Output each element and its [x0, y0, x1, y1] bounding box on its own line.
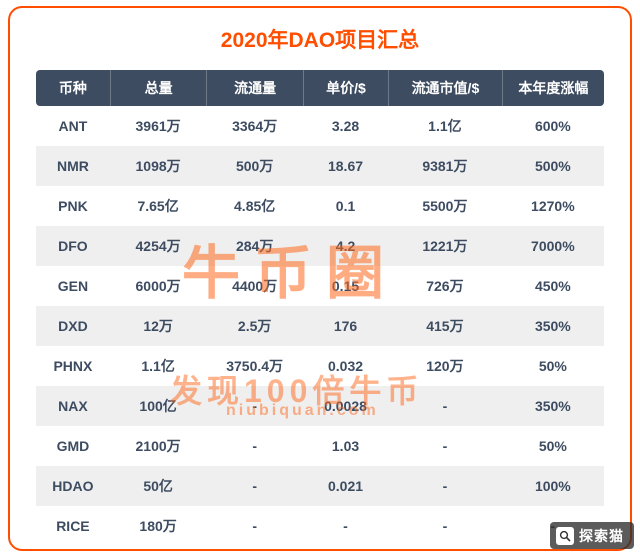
cell-value: 4254万: [109, 226, 207, 266]
cell-value: 5500万: [422, 198, 468, 214]
cell-value: 0.032: [327, 358, 364, 374]
cell-value: 6000万: [135, 278, 181, 294]
cell-value: 0.021: [302, 466, 389, 506]
cell-value: -: [252, 518, 257, 534]
cell-value: 1270%: [531, 198, 575, 214]
table-row: HDAO 50亿 -0.021-100%: [36, 466, 604, 506]
cell-value: 3750.4万: [226, 358, 284, 374]
cell-value: -: [206, 386, 303, 426]
coin-symbol: RICE: [56, 518, 90, 534]
cell-value: 3.28: [331, 118, 360, 134]
table-row: GEN 6000万 4400万 0.15 726万 450%: [36, 266, 604, 306]
column-header-2: 流通量: [206, 70, 303, 106]
cell-value: 4400万: [232, 278, 278, 294]
coin-symbol: GEN: [57, 278, 89, 294]
cell-value: -: [206, 466, 303, 506]
cell-value: 1.03: [331, 438, 360, 454]
cell-value: 50%: [538, 358, 567, 374]
column-header-0: 币种: [36, 70, 110, 106]
cell-value: 284万: [206, 226, 303, 266]
cell-value: 100亿: [109, 386, 207, 426]
cell-value: 3961万: [135, 118, 181, 134]
cell-value: 500%: [501, 146, 604, 186]
cell-value: -: [343, 518, 348, 534]
cell-value: 726万: [426, 278, 464, 294]
cell-value: -: [388, 386, 502, 426]
coin-symbol: PNK: [58, 198, 88, 214]
cell-value: 415万: [388, 306, 502, 346]
cell-value: 2.5万: [206, 306, 303, 346]
cell-value: -: [388, 466, 502, 506]
summary-card: 2020年DAO项目汇总 币种 总量 流通量 单价/$ 流通市值/$ 本年度涨幅 ANT 3…: [8, 6, 632, 551]
cell-value: 50%: [538, 438, 567, 454]
cell-value: 1.1亿: [141, 358, 175, 374]
cell-value: 3364万: [232, 118, 278, 134]
cell-value: 500万: [206, 146, 303, 186]
cell-value: 0.15: [331, 278, 360, 294]
cell-value: 7.65亿: [137, 198, 179, 214]
publisher-badge: 探索猫: [550, 522, 634, 549]
cell-value: 350%: [501, 306, 604, 346]
table-row: NMR 1098万 500万 18.67 9381万 500%: [36, 146, 604, 186]
cell-value: 0.1: [335, 198, 356, 214]
table-row: PHNX 1.1亿 3750.4万 0.032 120万 50%: [36, 346, 604, 386]
column-header-5: 本年度涨幅: [501, 70, 604, 106]
cell-value: 4.85亿: [234, 198, 276, 214]
cell-value: 180万: [139, 518, 177, 534]
coin-symbol: ANT: [58, 118, 88, 134]
cell-value: 1098万: [109, 146, 207, 186]
cell-value: 50亿: [109, 466, 207, 506]
dao-projects-table: 币种 总量 流通量 单价/$ 流通市值/$ 本年度涨幅 ANT 3961万 3364万 3.28…: [36, 70, 604, 546]
cell-value: 2100万: [135, 438, 181, 454]
magnifier-cat-icon: [556, 526, 574, 545]
page-title: 2020年DAO项目汇总: [220, 29, 420, 52]
cell-value: -: [442, 438, 448, 454]
column-header-3: 单价/$: [302, 70, 389, 106]
column-header-1: 总量: [109, 70, 207, 106]
cell-value: 9381万: [388, 146, 502, 186]
publisher-name: 探索猫: [579, 527, 624, 544]
cell-value: 176: [302, 306, 389, 346]
coin-symbol: DXD: [36, 306, 110, 346]
coin-symbol: GMD: [56, 438, 90, 454]
coin-symbol: NAX: [36, 386, 110, 426]
table-row: DXD 12万 2.5万 176 415万 350%: [36, 306, 604, 346]
cell-value: 600%: [534, 118, 571, 134]
cell-value: 7000%: [501, 226, 604, 266]
table-row: PNK 7.65亿 4.85亿 0.1 5500万 1270%: [36, 186, 604, 226]
cell-value: -: [442, 518, 448, 534]
cell-value: 120万: [426, 358, 464, 374]
cell-value: 0.0028: [302, 386, 389, 426]
cell-value: 18.67: [302, 146, 389, 186]
column-header-4: 流通市值/$: [388, 70, 502, 106]
cell-value: 12万: [109, 306, 207, 346]
table-body: ANT 3961万 3364万 3.28 1.1亿 600% NMR 1098万 500万 18.…: [36, 106, 604, 546]
cell-value: 1.1亿: [428, 118, 462, 134]
cell-value: 1221万: [388, 226, 502, 266]
cell-value: 350%: [501, 386, 604, 426]
table-row: DFO 4254万 284万 4.2 1221万 7000%: [36, 226, 604, 266]
cell-value: 450%: [534, 278, 571, 294]
coin-symbol: DFO: [36, 226, 110, 266]
coin-symbol: HDAO: [36, 466, 110, 506]
coin-symbol: NMR: [36, 146, 110, 186]
cell-value: 100%: [501, 466, 604, 506]
table-row: NAX 100亿 -0.0028-350%: [36, 386, 604, 426]
coin-symbol: PHNX: [53, 358, 93, 374]
table-row: ANT 3961万 3364万 3.28 1.1亿 600%: [36, 106, 604, 146]
cell-value: 4.2: [302, 226, 389, 266]
cell-value: -: [252, 438, 257, 454]
table-header-row: 币种 总量 流通量 单价/$ 流通市值/$ 本年度涨幅: [36, 70, 604, 106]
table-row: GMD 2100万 - 1.03 - 50%: [36, 426, 604, 466]
